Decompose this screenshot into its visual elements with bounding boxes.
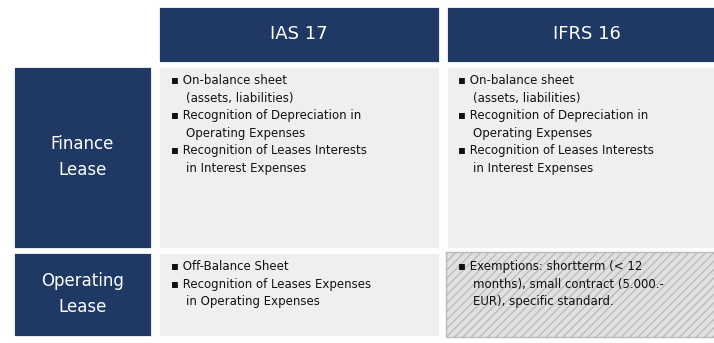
FancyBboxPatch shape bbox=[158, 66, 440, 249]
Text: ▪ Exemptions: shortterm (< 12
    months), small contract (5.000.-
    EUR), spe: ▪ Exemptions: shortterm (< 12 months), s… bbox=[458, 260, 664, 308]
FancyBboxPatch shape bbox=[13, 66, 152, 249]
FancyBboxPatch shape bbox=[446, 66, 714, 249]
Text: ▪ On-balance sheet
    (assets, liabilities)
▪ Recognition of Depreciation in
  : ▪ On-balance sheet (assets, liabilities)… bbox=[458, 74, 654, 175]
FancyBboxPatch shape bbox=[446, 6, 714, 63]
FancyBboxPatch shape bbox=[13, 252, 152, 337]
Text: Operating
Lease: Operating Lease bbox=[41, 272, 124, 317]
FancyBboxPatch shape bbox=[158, 252, 440, 337]
FancyBboxPatch shape bbox=[158, 6, 440, 63]
Text: IAS 17: IAS 17 bbox=[270, 25, 328, 44]
FancyBboxPatch shape bbox=[446, 252, 714, 337]
Text: ▪ Off-Balance Sheet
▪ Recognition of Leases Expenses
    in Operating Expenses: ▪ Off-Balance Sheet ▪ Recognition of Lea… bbox=[171, 260, 371, 308]
Text: Finance
Lease: Finance Lease bbox=[51, 135, 114, 179]
Text: IFRS 16: IFRS 16 bbox=[553, 25, 620, 44]
Text: ▪ On-balance sheet
    (assets, liabilities)
▪ Recognition of Depreciation in
  : ▪ On-balance sheet (assets, liabilities)… bbox=[171, 74, 366, 175]
